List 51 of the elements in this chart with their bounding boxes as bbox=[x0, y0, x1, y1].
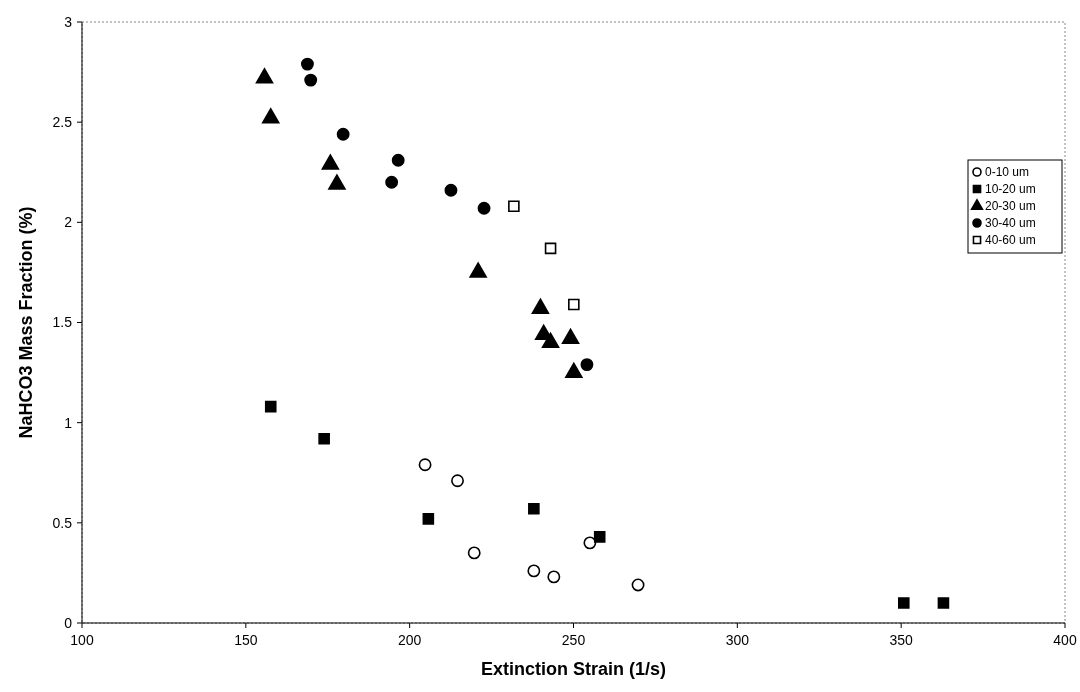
point bbox=[547, 570, 561, 584]
x-tick-label: 300 bbox=[725, 632, 750, 648]
x-tick-label: 150 bbox=[234, 632, 258, 648]
point bbox=[300, 57, 314, 71]
point bbox=[477, 201, 491, 215]
x-tick-label: 250 bbox=[561, 632, 586, 648]
y-tick-label: 0 bbox=[64, 614, 73, 631]
point bbox=[469, 262, 487, 278]
x-tick-label: 350 bbox=[889, 632, 914, 648]
point bbox=[328, 174, 346, 190]
point bbox=[527, 564, 541, 578]
point bbox=[304, 73, 318, 87]
point bbox=[508, 200, 520, 213]
x-tick-label: 400 bbox=[1053, 632, 1077, 648]
point bbox=[391, 153, 405, 167]
point bbox=[264, 400, 277, 413]
point bbox=[444, 183, 458, 197]
point bbox=[385, 175, 399, 189]
point bbox=[261, 108, 280, 124]
point bbox=[580, 358, 594, 371]
legend-label: 10-20 um bbox=[985, 182, 1036, 197]
point bbox=[336, 127, 350, 141]
y-tick-label: 2.5 bbox=[52, 114, 73, 131]
point bbox=[528, 503, 540, 515]
y-tick-label: 2 bbox=[64, 214, 73, 231]
point bbox=[583, 536, 597, 550]
x-tick-label: 100 bbox=[70, 632, 94, 648]
x-tick-label: 200 bbox=[397, 632, 422, 648]
y-tick-label: 1.5 bbox=[52, 314, 73, 331]
point bbox=[321, 154, 340, 170]
point bbox=[422, 513, 435, 525]
point bbox=[593, 531, 606, 543]
point bbox=[451, 474, 464, 488]
legend-label: 30-40 um bbox=[985, 216, 1036, 231]
point bbox=[318, 432, 330, 445]
y-tick-label: 0.5 bbox=[52, 514, 73, 531]
point bbox=[467, 546, 481, 560]
point bbox=[544, 242, 557, 255]
legend-label: 40-60 um bbox=[985, 233, 1036, 248]
y-tick-label: 1 bbox=[64, 414, 73, 431]
x-axis-title: Extinction Strain (1/s) bbox=[480, 659, 667, 679]
point bbox=[418, 458, 432, 472]
point bbox=[568, 298, 580, 311]
point bbox=[897, 597, 910, 609]
point bbox=[631, 578, 645, 592]
legend-label: 20-30 um bbox=[985, 199, 1036, 214]
y-tick-label: 3 bbox=[64, 13, 73, 30]
point bbox=[255, 68, 274, 84]
point bbox=[937, 597, 950, 609]
legend-label: 0-10 um bbox=[985, 165, 1030, 180]
y-axis-title: NaHCO3 Mass Fraction (%) bbox=[16, 206, 36, 439]
